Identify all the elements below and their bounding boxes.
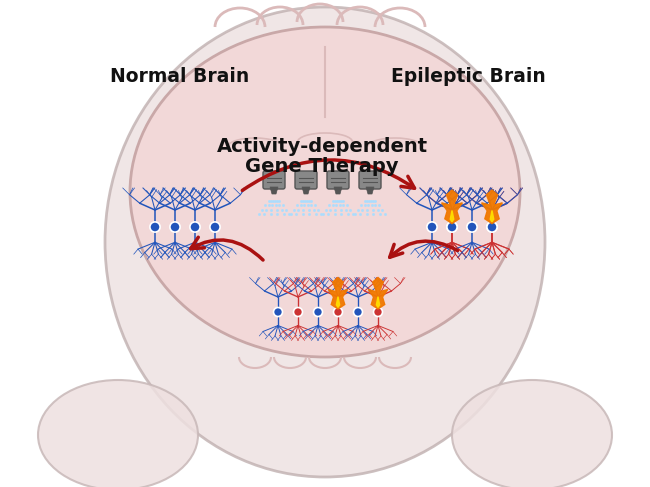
- Circle shape: [354, 307, 363, 317]
- Circle shape: [210, 222, 220, 232]
- Ellipse shape: [452, 380, 612, 487]
- Polygon shape: [270, 187, 278, 194]
- Ellipse shape: [130, 27, 520, 357]
- Polygon shape: [334, 187, 342, 194]
- Circle shape: [170, 222, 180, 232]
- Polygon shape: [369, 278, 388, 309]
- Circle shape: [333, 307, 343, 317]
- FancyBboxPatch shape: [359, 171, 381, 189]
- FancyBboxPatch shape: [327, 171, 349, 189]
- Circle shape: [374, 307, 382, 317]
- Circle shape: [150, 222, 160, 232]
- Circle shape: [447, 222, 457, 232]
- Circle shape: [190, 222, 200, 232]
- Polygon shape: [450, 210, 454, 222]
- FancyBboxPatch shape: [295, 171, 317, 189]
- Text: Gene Therapy: Gene Therapy: [245, 157, 398, 176]
- Circle shape: [487, 222, 497, 232]
- Polygon shape: [376, 297, 380, 307]
- Circle shape: [487, 222, 497, 232]
- Text: Normal Brain: Normal Brain: [111, 68, 250, 87]
- Circle shape: [313, 307, 322, 317]
- Ellipse shape: [105, 7, 545, 477]
- Polygon shape: [482, 190, 502, 224]
- Circle shape: [274, 307, 283, 317]
- FancyBboxPatch shape: [263, 171, 285, 189]
- Circle shape: [447, 222, 457, 232]
- Polygon shape: [490, 210, 494, 222]
- Circle shape: [294, 307, 302, 317]
- Circle shape: [467, 222, 477, 232]
- Polygon shape: [336, 297, 340, 307]
- Polygon shape: [441, 190, 462, 224]
- Polygon shape: [366, 187, 374, 194]
- Circle shape: [427, 222, 437, 232]
- Polygon shape: [328, 278, 348, 309]
- Text: Activity-dependent: Activity-dependent: [216, 137, 428, 156]
- Polygon shape: [302, 187, 310, 194]
- Ellipse shape: [38, 380, 198, 487]
- Text: Epileptic Brain: Epileptic Brain: [391, 68, 545, 87]
